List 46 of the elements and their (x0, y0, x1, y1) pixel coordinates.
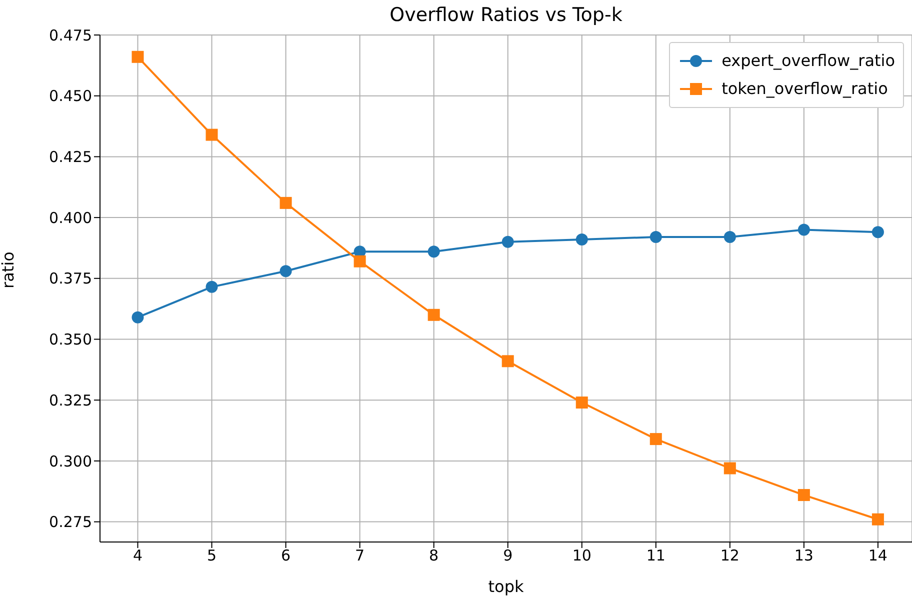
point (798, 224, 810, 236)
point (576, 233, 588, 246)
y-tick-label: 0.325 (49, 391, 92, 410)
point (132, 50, 144, 63)
x-tick-label: 13 (794, 546, 814, 565)
point (872, 513, 884, 526)
x-tick-label: 12 (720, 546, 740, 565)
x-tick-label: 9 (503, 546, 513, 565)
point (724, 462, 736, 474)
x-axis-title: topk (488, 577, 524, 596)
point (428, 308, 440, 321)
point (650, 231, 662, 244)
x-tick-label: 10 (572, 546, 592, 565)
y-tick-label: 0.400 (49, 208, 92, 227)
y-tick-label: 0.350 (49, 330, 92, 349)
point (354, 255, 366, 268)
point (798, 489, 810, 502)
y-tick-label: 0.375 (49, 270, 92, 288)
point (576, 396, 588, 409)
point (428, 246, 440, 258)
point (206, 280, 218, 293)
x-tick-label: 6 (281, 546, 291, 565)
legend-label: expert_overflow_ratio (722, 50, 895, 72)
x-tick-label: 14 (868, 546, 888, 565)
y-tick-label: 0.425 (49, 148, 92, 166)
chart-title: Overflow Ratios vs Top-k (388, 4, 624, 26)
point (280, 196, 292, 209)
y-tick-label: 0.300 (49, 452, 92, 470)
y-axis-title: ratio (0, 252, 18, 288)
point (872, 226, 884, 238)
x-tick-label: 7 (355, 546, 365, 565)
point (280, 265, 292, 278)
y-tick-label: 0.475 (49, 26, 92, 44)
y-tick-label: 0.275 (49, 513, 92, 532)
y-tick-label: 0.450 (49, 87, 92, 106)
point (502, 355, 514, 368)
point (724, 231, 736, 244)
x-tick-label: 4 (132, 546, 143, 565)
point (206, 128, 218, 141)
point (132, 311, 144, 324)
point (502, 236, 514, 248)
x-tick-label: 11 (646, 546, 666, 565)
legend-label: token_overflow_ratio (722, 78, 888, 100)
point (650, 433, 662, 446)
x-tick-label: 5 (206, 546, 217, 565)
x-tick-label: 8 (429, 546, 439, 565)
